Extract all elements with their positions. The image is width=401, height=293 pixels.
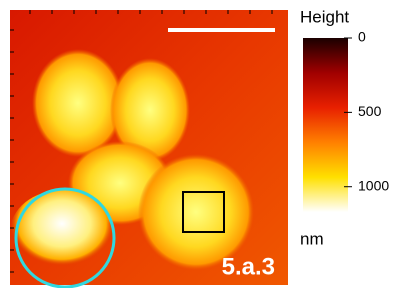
colorbar-ticks: 0 500 1000	[344, 29, 389, 194]
image-label: 5.a.3	[222, 253, 275, 280]
afm-image	[10, 10, 288, 285]
colorbar-title: Height	[300, 7, 349, 26]
colorbar	[303, 38, 348, 212]
colorbar-unit: nm	[300, 229, 324, 248]
figure: 5.a.3 Height nm 0 500 1000	[0, 0, 401, 288]
colorbar-tick-label: 500	[358, 103, 382, 119]
colorbar-tick-label: 1000	[358, 177, 389, 193]
colorbar-tick-label: 0	[358, 29, 366, 45]
